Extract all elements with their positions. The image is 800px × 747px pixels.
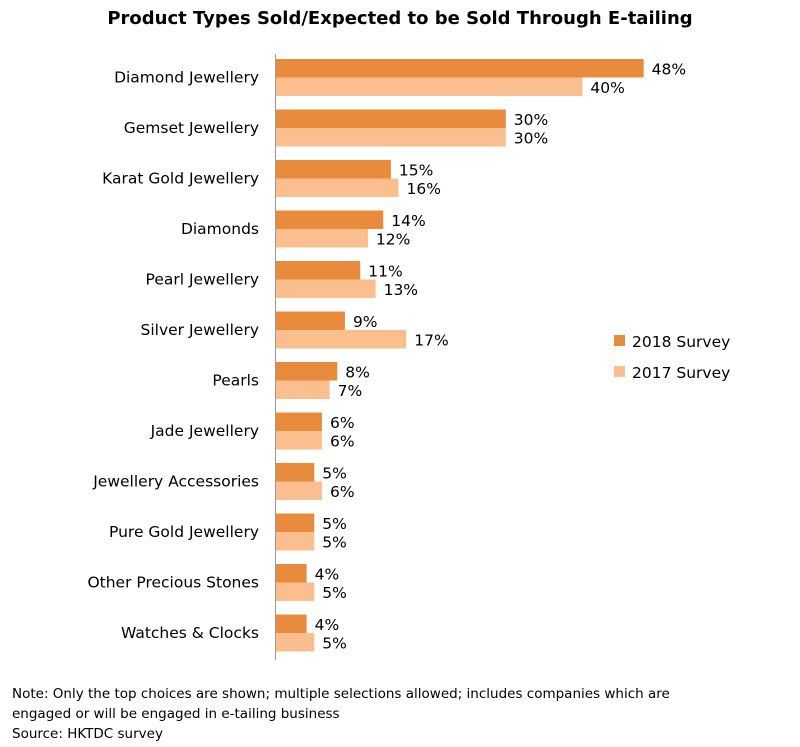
- value-label-2018-pearls: 8%: [345, 363, 370, 381]
- value-label-2017-other-precious-stones: 5%: [322, 584, 347, 602]
- value-label-2018-jewellery-accessories: 5%: [322, 464, 347, 482]
- category-label-silver-jewellery: Silver Jewellery: [141, 321, 259, 339]
- bar-2017-other-precious-stones: [276, 582, 315, 601]
- value-label-2017-watches-and-clocks: 5%: [322, 634, 347, 652]
- value-label-2018-other-precious-stones: 4%: [315, 565, 340, 583]
- value-label-2017-karat-gold-jewellery: 16%: [407, 180, 441, 198]
- note-line-1: Note: Only the top choices are shown; mu…: [12, 686, 670, 702]
- bar-2017-silver-jewellery: [276, 330, 407, 349]
- bar-2018-jewellery-accessories: [276, 463, 315, 482]
- category-label-gemset-jewellery: Gemset Jewellery: [124, 119, 259, 137]
- value-label-2018-silver-jewellery: 9%: [353, 313, 378, 331]
- bar-2017-karat-gold-jewellery: [276, 178, 399, 197]
- bar-2017-pearls: [276, 380, 330, 399]
- bar-2017-diamond-jewellery: [276, 77, 583, 96]
- chart-title: Product Types Sold/Expected to be Sold T…: [107, 8, 693, 29]
- bar-2018-pearls: [276, 362, 338, 381]
- category-label-watches-and-clocks: Watches & Clocks: [121, 624, 259, 642]
- bar-2017-pure-gold-jewellery: [276, 532, 315, 551]
- value-label-2017-pure-gold-jewellery: 5%: [322, 533, 347, 551]
- bar-2018-diamonds: [276, 210, 384, 229]
- value-label-2017-jewellery-accessories: 6%: [330, 483, 355, 501]
- category-label-jade-jewellery: Jade Jewellery: [150, 422, 259, 440]
- legend-label-2017: 2017 Survey: [632, 364, 730, 382]
- value-label-2017-jade-jewellery: 6%: [330, 432, 355, 450]
- value-label-2018-diamond-jewellery: 48%: [652, 60, 686, 78]
- bar-2018-karat-gold-jewellery: [276, 160, 391, 179]
- bar-2018-jade-jewellery: [276, 412, 322, 431]
- bar-2017-gemset-jewellery: [276, 128, 506, 147]
- category-label-pure-gold-jewellery: Pure Gold Jewellery: [109, 523, 259, 541]
- bar-2017-jewellery-accessories: [276, 481, 322, 500]
- source-line: Source: HKTDC survey: [12, 726, 163, 742]
- legend-swatch-2017: [614, 366, 625, 377]
- bar-2018-pure-gold-jewellery: [276, 513, 315, 532]
- bar-chart: Diamond Jewellery 48% 40% Gemset Jewellery 3…: [87, 54, 730, 660]
- bar-2018-diamond-jewellery: [276, 59, 644, 78]
- value-label-2018-watches-and-clocks: 4%: [315, 616, 340, 634]
- category-label-jewellery-accessories: Jewellery Accessories: [92, 473, 259, 491]
- value-label-2017-pearls: 7%: [338, 382, 363, 400]
- bar-2018-silver-jewellery: [276, 311, 345, 330]
- bar-2017-diamonds: [276, 229, 368, 248]
- legend-label-2018: 2018 Survey: [632, 333, 730, 351]
- value-label-2017-gemset-jewellery: 30%: [514, 129, 548, 147]
- value-label-2017-diamonds: 12%: [376, 230, 410, 248]
- bar-2018-pearl-jewellery: [276, 261, 361, 280]
- bar-2017-pearl-jewellery: [276, 279, 376, 298]
- note-line-2: engaged or will be engaged in e-tailing …: [12, 706, 340, 722]
- category-label-pearls: Pearls: [212, 372, 259, 390]
- legend: 2018 Survey 2017 Survey: [614, 333, 730, 382]
- category-label-other-precious-stones: Other Precious Stones: [87, 574, 259, 592]
- bar-2018-gemset-jewellery: [276, 109, 506, 128]
- bar-2018-watches-and-clocks: [276, 614, 307, 633]
- value-label-2018-diamonds: 14%: [391, 212, 425, 230]
- value-label-2017-pearl-jewellery: 13%: [384, 281, 418, 299]
- value-label-2018-pure-gold-jewellery: 5%: [322, 515, 347, 533]
- value-label-2017-diamond-jewellery: 40%: [590, 79, 624, 97]
- value-label-2018-pearl-jewellery: 11%: [368, 262, 402, 280]
- category-label-pearl-jewellery: Pearl Jewellery: [146, 271, 259, 289]
- value-label-2018-karat-gold-jewellery: 15%: [399, 161, 433, 179]
- category-label-diamonds: Diamonds: [181, 220, 259, 238]
- category-label-diamond-jewellery: Diamond Jewellery: [114, 69, 259, 87]
- category-label-karat-gold-jewellery: Karat Gold Jewellery: [102, 170, 259, 188]
- bar-2018-other-precious-stones: [276, 564, 307, 583]
- bars-group: Diamond Jewellery 48% 40% Gemset Jewellery 3…: [87, 59, 686, 652]
- bar-2017-jade-jewellery: [276, 431, 322, 450]
- chart-notes: Note: Only the top choices are shown; mu…: [12, 684, 792, 744]
- bar-2017-watches-and-clocks: [276, 633, 315, 652]
- value-label-2017-silver-jewellery: 17%: [414, 331, 448, 349]
- value-label-2018-jade-jewellery: 6%: [330, 414, 355, 432]
- value-label-2018-gemset-jewellery: 30%: [514, 111, 548, 129]
- legend-swatch-2018: [614, 335, 625, 346]
